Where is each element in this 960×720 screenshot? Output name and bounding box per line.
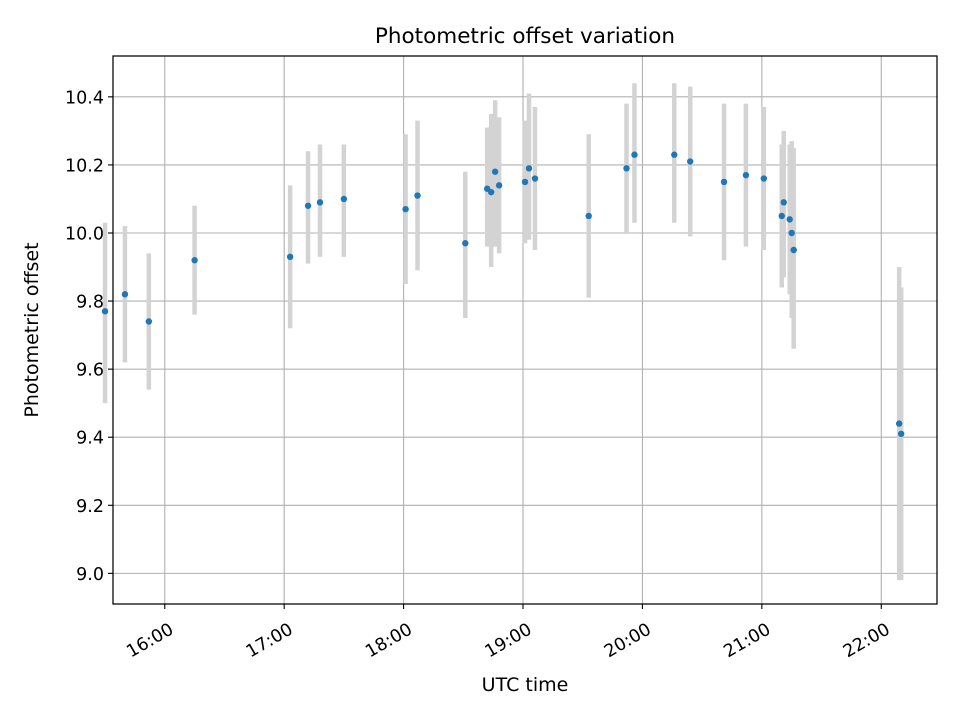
data-point: [286, 253, 294, 261]
data-point: [686, 158, 694, 165]
y-axis-label: Photometric offset: [21, 242, 43, 417]
data-point: [790, 246, 797, 254]
data-point: [316, 199, 324, 206]
plot-frame: [112, 55, 938, 605]
data-point: [304, 202, 312, 209]
y-tick-label: 9.2: [76, 497, 104, 517]
data-point: [487, 188, 495, 196]
y-tick-label: 9.0: [76, 565, 104, 585]
y-axis-ticks: 9.0 9.2 9.4 9.6 9.8 10.0 10.2 10.4: [65, 88, 113, 585]
data-point: [742, 171, 750, 179]
data-point: [402, 205, 409, 213]
data-point: [897, 430, 905, 438]
data-point: [340, 195, 348, 203]
data-point: [780, 199, 787, 206]
data-points: [101, 151, 905, 438]
data-point: [671, 151, 678, 158]
data-point: [121, 291, 129, 298]
data-point: [495, 182, 503, 189]
data-point: [720, 178, 728, 186]
y-tick-label: 10.2: [65, 156, 104, 176]
data-point: [191, 257, 198, 264]
data-point: [585, 212, 592, 220]
x-axis-label: UTC time: [482, 674, 569, 696]
data-point: [521, 178, 529, 186]
data-point: [786, 216, 793, 223]
data-point: [145, 318, 153, 325]
data-point: [788, 229, 795, 237]
data-point: [462, 240, 469, 247]
data-point: [525, 165, 533, 172]
data-point: [414, 192, 421, 199]
data-point: [531, 175, 539, 182]
data-point: [623, 165, 630, 172]
y-tick-label: 10.4: [65, 88, 104, 108]
y-tick-label: 9.6: [76, 361, 104, 381]
data-point: [895, 420, 903, 427]
data-point: [760, 175, 768, 182]
data-point: [631, 151, 638, 158]
y-tick-label: 10.0: [65, 224, 104, 244]
data-point: [101, 308, 109, 315]
data-point: [491, 168, 499, 175]
y-tick-label: 9.8: [76, 293, 104, 313]
data-point: [778, 212, 785, 220]
chart-title: Photometric offset variation: [375, 24, 675, 49]
y-tick-label: 9.4: [76, 429, 104, 449]
